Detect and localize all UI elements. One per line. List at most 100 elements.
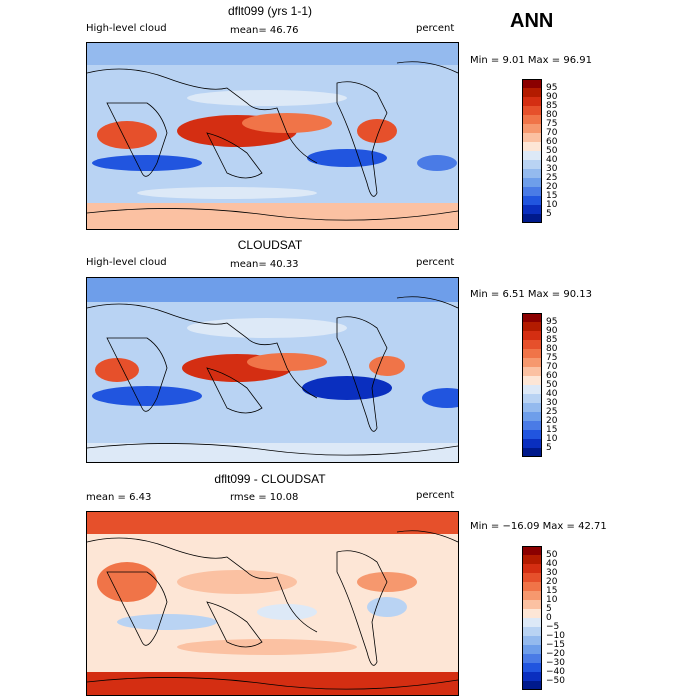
colorbar-tick-label: 10 [546, 595, 558, 605]
panel1-variable-label: High-level cloud [86, 23, 167, 34]
colorbar-tick-label: 90 [546, 326, 558, 336]
colorbar-swatch [522, 394, 542, 403]
colorbar-tick-label: 50 [546, 146, 558, 156]
colorbar-tick-label: −20 [546, 649, 565, 659]
panel3-rmse-label: rmse = 10.08 [230, 492, 299, 503]
colorbar-swatch [522, 160, 542, 169]
panel1-coastlines [87, 61, 458, 221]
colorbar-tick-label: 30 [546, 568, 558, 578]
colorbar-swatch [522, 609, 542, 618]
colorbar-swatch [522, 439, 542, 448]
colorbar-tick-label: 40 [546, 155, 558, 165]
colorbar-swatch [522, 115, 542, 124]
colorbar-tick-label: 15 [546, 191, 558, 201]
colorbar-tick-label: 85 [546, 101, 558, 111]
colorbar-tick-label: 0 [546, 613, 552, 623]
colorbar-swatch [522, 331, 542, 340]
colorbar-tick-label: 20 [546, 416, 558, 426]
colorbar-swatch [522, 196, 542, 205]
colorbar-tick-label: 80 [546, 344, 558, 354]
panel3-title: dflt099 - CLOUDSAT [214, 472, 326, 486]
panel3-coastlines [87, 530, 458, 690]
panel2-coastlines [87, 296, 458, 456]
panel1-mean-label: mean= 46.76 [230, 25, 299, 36]
colorbar-tick-label: 95 [546, 317, 558, 327]
colorbar-tick-label: 50 [546, 550, 558, 560]
colorbar-swatch [522, 663, 542, 672]
season-label: ANN [510, 10, 554, 32]
colorbar-swatch [522, 214, 542, 223]
colorbar-swatch [522, 636, 542, 645]
panel3-mean-label: mean = 6.43 [86, 492, 152, 503]
colorbar-tick-label: −10 [546, 631, 565, 641]
colorbar-swatch [522, 600, 542, 609]
colorbar-tick-label: 20 [546, 577, 558, 587]
panel3-map [86, 511, 459, 696]
colorbar-swatch [522, 178, 542, 187]
colorbar-swatch [522, 142, 542, 151]
panel2-minmax: Min = 6.51 Max = 90.13 [470, 289, 592, 300]
colorbar-swatch [522, 672, 542, 681]
colorbar-swatch [522, 573, 542, 582]
colorbar-tick-label: 10 [546, 434, 558, 444]
colorbar-swatch [522, 367, 542, 376]
colorbar-swatch [522, 340, 542, 349]
colorbar-tick-label: 5 [546, 209, 552, 219]
colorbar-swatch [522, 205, 542, 214]
colorbar-swatch [522, 430, 542, 439]
colorbar-tick-label: −50 [546, 676, 565, 686]
colorbar-tick-label: 75 [546, 353, 558, 363]
colorbar-swatch [522, 627, 542, 636]
colorbar-swatch [522, 564, 542, 573]
panel2-map [86, 277, 459, 463]
colorbar-tick-label: 75 [546, 119, 558, 129]
colorbar-tick-label: 10 [546, 200, 558, 210]
colorbar-swatch [522, 591, 542, 600]
colorbar-tick-label: 50 [546, 380, 558, 390]
colorbar-tick-label: 70 [546, 128, 558, 138]
colorbar-tick-label: −15 [546, 640, 565, 650]
colorbar-swatch [522, 133, 542, 142]
colorbar-swatch [522, 79, 542, 88]
colorbar-swatch [522, 385, 542, 394]
colorbar-swatch [522, 322, 542, 331]
colorbar-swatch [522, 376, 542, 385]
panel2-title: CLOUDSAT [237, 238, 303, 252]
colorbar-tick-label: 25 [546, 407, 558, 417]
colorbar-swatch [522, 349, 542, 358]
colorbar-tick-label: 90 [546, 92, 558, 102]
colorbar-tick-label: −5 [546, 622, 560, 632]
colorbar-swatch [522, 187, 542, 196]
colorbar-swatch [522, 169, 542, 178]
colorbar-tick-label: 60 [546, 371, 558, 381]
colorbar-swatch [522, 448, 542, 457]
colorbar-swatch [522, 412, 542, 421]
colorbar-swatch [522, 88, 542, 97]
colorbar-tick-label: 5 [546, 604, 552, 614]
colorbar-tick-label: 95 [546, 83, 558, 93]
panel1-map-field [87, 43, 458, 229]
colorbar-tick-label: 80 [546, 110, 558, 120]
panel2-map-field [87, 278, 458, 462]
panel1-units-label: percent [416, 23, 455, 34]
panel2-variable-label: High-level cloud [86, 257, 167, 268]
colorbar-swatch [522, 106, 542, 115]
panel3-units-label: percent [416, 490, 455, 501]
panel2-mean-label: mean= 40.33 [230, 259, 299, 270]
colorbar-tick-label: 15 [546, 586, 558, 596]
panel1-title: dflt099 (yrs 1-1) [227, 4, 313, 18]
colorbar-swatch [522, 654, 542, 663]
panel1-minmax: Min = 9.01 Max = 96.91 [470, 55, 592, 66]
colorbar-swatch [522, 421, 542, 430]
panel2-units-label: percent [416, 257, 455, 268]
colorbar-swatch [522, 618, 542, 627]
colorbar-tick-label: 85 [546, 335, 558, 345]
panel3-map-field [87, 512, 458, 695]
colorbar-tick-label: 40 [546, 389, 558, 399]
colorbar-tick-label: 30 [546, 398, 558, 408]
colorbar-swatch [522, 645, 542, 654]
colorbar-swatch [522, 555, 542, 564]
colorbar-tick-label: 25 [546, 173, 558, 183]
panel1-map [86, 42, 459, 230]
panel3-minmax: Min = −16.09 Max = 42.71 [470, 521, 607, 532]
